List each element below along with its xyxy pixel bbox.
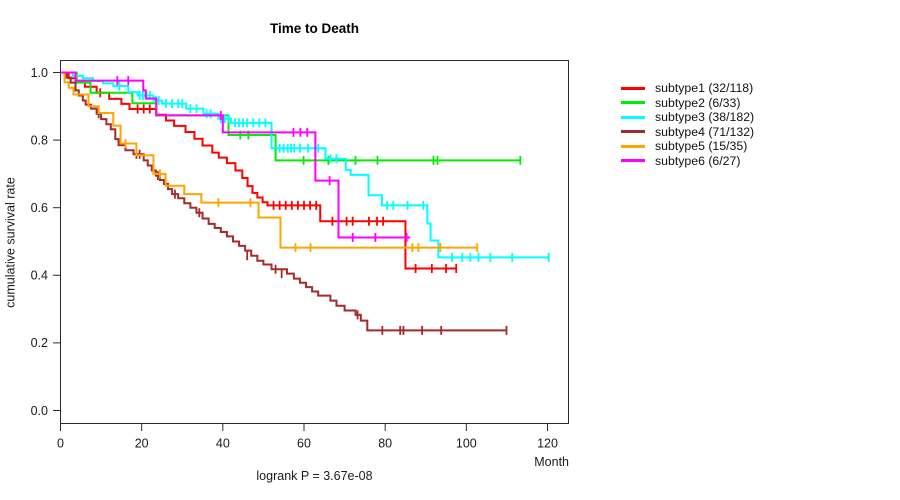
y-axis-label: cumulative survival rate — [3, 177, 18, 308]
legend-item-subtype4: subtype4 (71/132) — [621, 125, 754, 140]
y-tick-label: 0.8 — [31, 133, 48, 147]
legend-line-swatch — [621, 130, 645, 134]
x-tick-label: 60 — [297, 437, 311, 451]
legend-label: subtype2 (6/33) — [655, 95, 741, 110]
x-tick-label: 100 — [456, 437, 477, 451]
y-tick-label: 0.2 — [31, 336, 48, 350]
legend-item-subtype1: subtype1 (32/118) — [621, 81, 754, 96]
legend-line-swatch — [621, 159, 645, 163]
survival-curve-subtype1 — [60, 71, 457, 270]
legend-line-swatch — [621, 144, 645, 148]
legend-line-swatch — [621, 101, 645, 105]
legend-label: subtype6 (6/27) — [655, 153, 741, 168]
y-tick-label: 1.0 — [31, 66, 48, 80]
survival-curve-subtype6 — [60, 71, 411, 239]
y-tick-label: 0.0 — [31, 404, 48, 418]
legend: subtype1 (32/118) subtype2 (6/33) subtype3… — [621, 81, 754, 168]
survival-curve-subtype2 — [60, 71, 521, 162]
x-tick-label: 0 — [57, 437, 64, 451]
logrank-p-value: logrank P = 3.67e-08 — [256, 469, 373, 483]
legend-label: subtype5 (15/35) — [655, 139, 748, 153]
y-tick-label: 0.4 — [31, 269, 48, 283]
survival-curve-subtype4 — [60, 71, 507, 332]
x-tick-label: 80 — [378, 437, 392, 451]
legend-item-subtype6: subtype6 (6/27) — [621, 154, 754, 169]
legend-item-subtype5: subtype5 (15/35) — [621, 139, 754, 154]
legend-item-subtype3: subtype3 (38/182) — [621, 110, 754, 125]
legend-item-subtype2: subtype2 (6/33) — [621, 96, 754, 111]
legend-label: subtype3 (38/182) — [655, 110, 755, 124]
y-tick-label: 0.6 — [31, 201, 48, 215]
plot-area-border — [60, 60, 569, 424]
legend-label: subtype4 (71/132) — [655, 124, 755, 139]
page-title: Time to Death — [269, 21, 359, 36]
survival-curve-subtype3 — [60, 71, 549, 259]
legend-line-swatch — [621, 115, 645, 119]
x-tick-label: 20 — [135, 437, 149, 451]
x-tick-label: 120 — [537, 437, 558, 451]
survival-curve-subtype5 — [60, 71, 478, 249]
legend-label: subtype1 (32/118) — [655, 81, 754, 95]
x-axis-label: Month — [534, 455, 569, 469]
legend-line-swatch — [621, 86, 645, 90]
x-tick-label: 40 — [216, 437, 230, 451]
